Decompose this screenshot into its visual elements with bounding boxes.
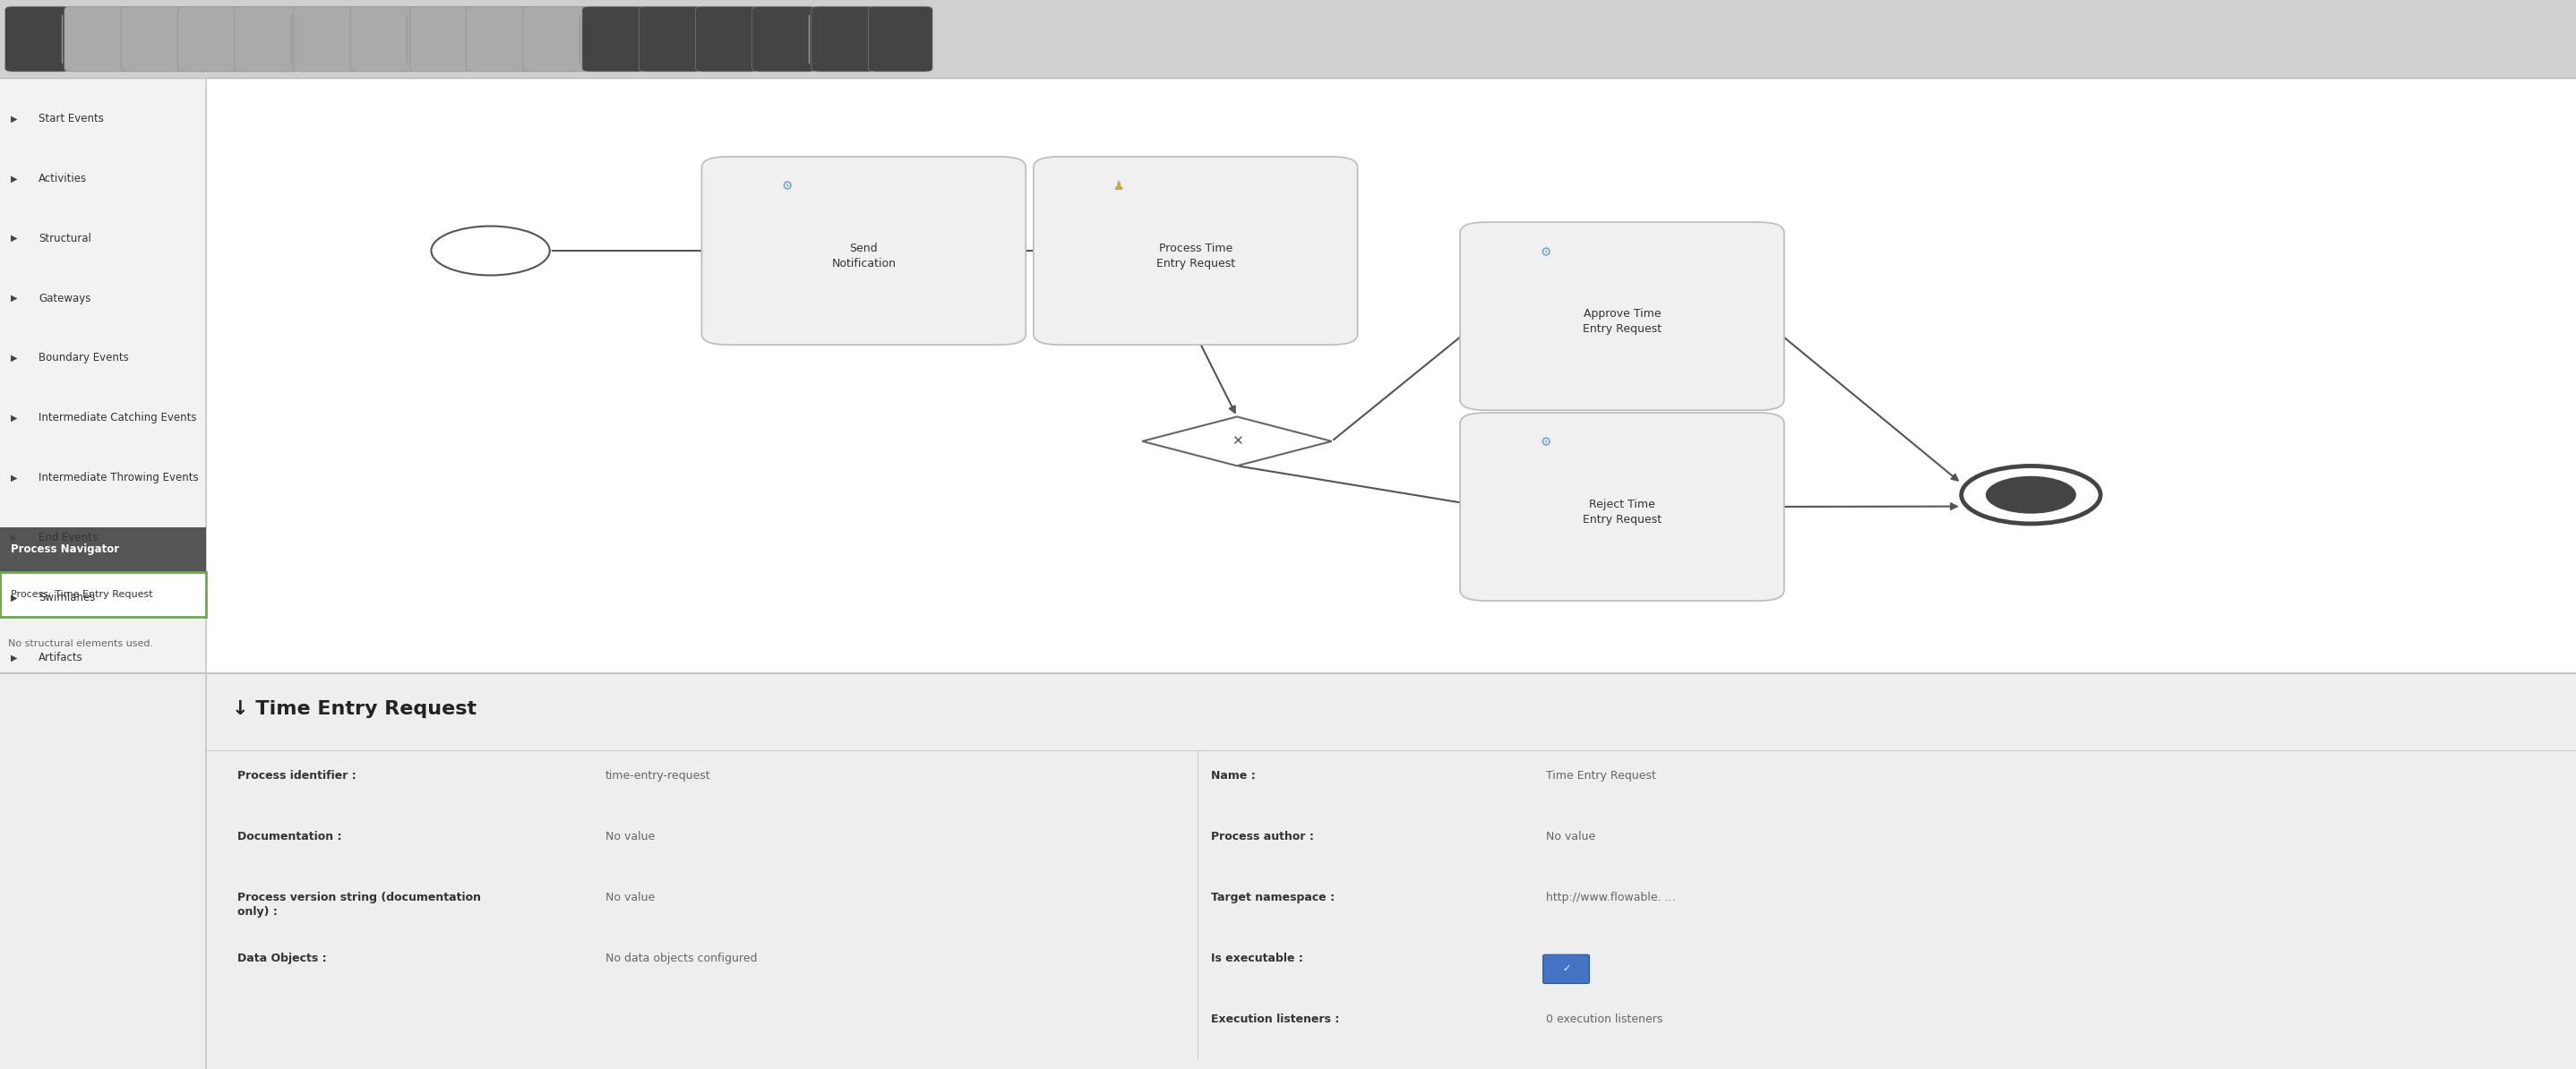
- Text: No value: No value: [1546, 831, 1595, 842]
- Text: Time Entry Request: Time Entry Request: [1546, 770, 1656, 781]
- FancyBboxPatch shape: [0, 572, 206, 617]
- Text: No value: No value: [605, 831, 654, 842]
- Text: ▶: ▶: [10, 354, 18, 362]
- Text: ✕: ✕: [1231, 434, 1242, 448]
- FancyBboxPatch shape: [178, 6, 242, 72]
- Text: ▶: ▶: [10, 533, 18, 542]
- Text: Start Events: Start Events: [39, 113, 103, 124]
- FancyBboxPatch shape: [1543, 955, 1589, 983]
- FancyBboxPatch shape: [0, 673, 2576, 1069]
- FancyBboxPatch shape: [811, 6, 876, 72]
- Text: Approve Time
Entry Request: Approve Time Entry Request: [1582, 308, 1662, 335]
- Text: No structural elements used.: No structural elements used.: [8, 639, 152, 648]
- Polygon shape: [1141, 417, 1332, 466]
- Text: ⚙: ⚙: [783, 181, 793, 192]
- Text: Reject Time
Entry Request: Reject Time Entry Request: [1582, 498, 1662, 525]
- Text: ♟: ♟: [1113, 181, 1126, 192]
- Text: Artifacts: Artifacts: [39, 652, 82, 663]
- Text: ▶: ▶: [10, 294, 18, 303]
- FancyBboxPatch shape: [582, 6, 647, 72]
- Text: Intermediate Catching Events: Intermediate Catching Events: [39, 413, 196, 423]
- FancyBboxPatch shape: [0, 527, 206, 572]
- Text: Gateways: Gateways: [39, 293, 90, 304]
- Text: Process: Time Entry Request: Process: Time Entry Request: [10, 590, 152, 599]
- Circle shape: [1960, 466, 2099, 524]
- Text: ⚙: ⚙: [1540, 246, 1551, 259]
- Text: Is executable :: Is executable :: [1211, 952, 1303, 964]
- Text: Process version string (documentation
only) :: Process version string (documentation on…: [237, 892, 482, 917]
- Text: End Events: End Events: [39, 532, 98, 543]
- Text: Name :: Name :: [1211, 770, 1255, 781]
- Text: Activities: Activities: [39, 173, 88, 184]
- Text: Target namespace :: Target namespace :: [1211, 892, 1334, 903]
- Text: Process Navigator: Process Navigator: [10, 544, 118, 555]
- FancyBboxPatch shape: [696, 6, 760, 72]
- Text: Process author :: Process author :: [1211, 831, 1314, 842]
- Text: Process Time
Entry Request: Process Time Entry Request: [1157, 243, 1234, 269]
- FancyBboxPatch shape: [294, 6, 358, 72]
- Text: Data Objects :: Data Objects :: [237, 952, 327, 964]
- FancyBboxPatch shape: [0, 78, 206, 673]
- FancyBboxPatch shape: [5, 6, 70, 72]
- Text: ▶: ▶: [10, 234, 18, 243]
- Text: ↓ Time Entry Request: ↓ Time Entry Request: [232, 700, 477, 718]
- Text: ▶: ▶: [10, 174, 18, 183]
- FancyBboxPatch shape: [639, 6, 703, 72]
- Text: Intermediate Throwing Events: Intermediate Throwing Events: [39, 472, 198, 483]
- FancyBboxPatch shape: [206, 78, 2576, 673]
- Text: Swimlanes: Swimlanes: [39, 592, 95, 603]
- FancyBboxPatch shape: [1033, 157, 1358, 345]
- Circle shape: [1986, 476, 2076, 513]
- FancyBboxPatch shape: [1461, 413, 1785, 601]
- FancyBboxPatch shape: [0, 0, 2576, 78]
- FancyBboxPatch shape: [64, 6, 129, 72]
- Text: time-entry-request: time-entry-request: [605, 770, 711, 781]
- Text: ▶: ▶: [10, 414, 18, 422]
- Text: Boundary Events: Boundary Events: [39, 353, 129, 363]
- Text: ▶: ▶: [10, 653, 18, 662]
- Text: ▶: ▶: [10, 474, 18, 482]
- Text: http://www.flowable. ...: http://www.flowable. ...: [1546, 892, 1674, 903]
- Text: Documentation :: Documentation :: [237, 831, 343, 842]
- FancyBboxPatch shape: [701, 157, 1025, 345]
- Text: ✓: ✓: [1561, 964, 1571, 974]
- Text: Execution listeners :: Execution listeners :: [1211, 1013, 1340, 1025]
- FancyBboxPatch shape: [752, 6, 817, 72]
- FancyBboxPatch shape: [868, 6, 933, 72]
- Text: Send
Notification: Send Notification: [832, 243, 896, 269]
- Text: ▶: ▶: [10, 593, 18, 602]
- Text: No value: No value: [605, 892, 654, 903]
- Text: ▶: ▶: [10, 114, 18, 123]
- FancyBboxPatch shape: [523, 6, 587, 72]
- Circle shape: [430, 227, 549, 276]
- FancyBboxPatch shape: [466, 6, 531, 72]
- FancyBboxPatch shape: [234, 6, 299, 72]
- Text: 0 execution listeners: 0 execution listeners: [1546, 1013, 1662, 1025]
- Text: ⚙: ⚙: [1540, 436, 1551, 449]
- Text: Process identifier :: Process identifier :: [237, 770, 355, 781]
- FancyBboxPatch shape: [121, 6, 185, 72]
- Text: Structural: Structural: [39, 233, 90, 244]
- FancyBboxPatch shape: [1461, 222, 1785, 410]
- FancyBboxPatch shape: [350, 6, 415, 72]
- Text: No data objects configured: No data objects configured: [605, 952, 757, 964]
- FancyBboxPatch shape: [410, 6, 474, 72]
